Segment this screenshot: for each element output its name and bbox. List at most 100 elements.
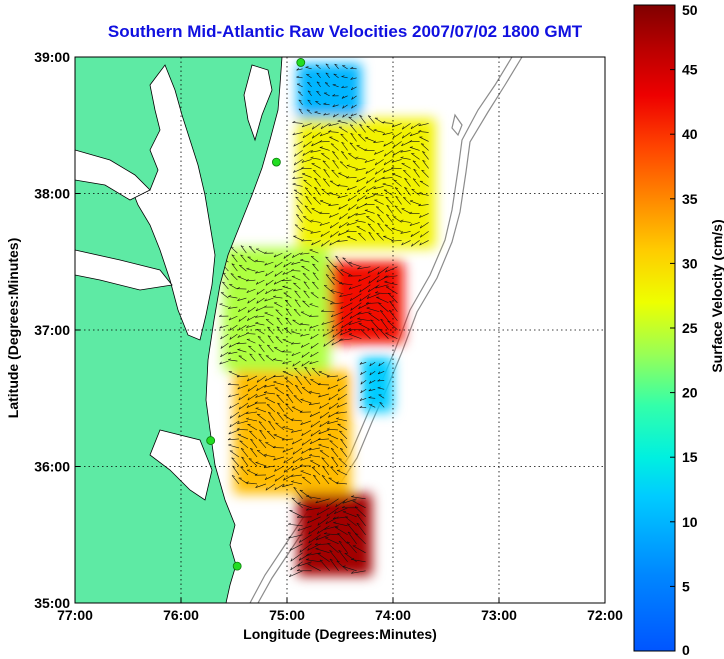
velocity-arrow-head <box>367 270 370 274</box>
velocity-arrow <box>266 430 276 440</box>
velocity-arrow <box>328 204 339 206</box>
velocity-arrow <box>411 153 420 160</box>
velocity-arrow-head <box>348 116 352 118</box>
velocity-arrow <box>392 173 402 178</box>
velocity-arrow-head <box>282 426 286 428</box>
velocity-arrow <box>267 326 274 335</box>
velocity-arrow <box>240 448 249 458</box>
velocity-arrow-head <box>315 537 319 541</box>
velocity-arrow <box>368 232 375 241</box>
velocity-arrow-head <box>325 82 329 84</box>
velocity-arrow <box>355 168 366 171</box>
velocity-arrow <box>302 300 310 308</box>
velocity-arrow <box>274 474 285 482</box>
velocity-arrow <box>335 526 348 536</box>
velocity-arrow <box>360 389 367 394</box>
velocity-arrow-head <box>332 104 335 108</box>
velocity-arrow <box>323 169 330 178</box>
velocity-arrow-head <box>228 431 231 435</box>
velocity-arrow <box>313 197 321 205</box>
velocity-arrow-head <box>391 166 395 169</box>
velocity-arrow-head <box>350 87 354 91</box>
velocity-arrow-head <box>306 109 310 111</box>
velocity-arrow-head <box>312 272 316 275</box>
velocity-arrow <box>312 281 319 290</box>
velocity-arrow-head <box>391 239 395 242</box>
velocity-arrow <box>367 115 375 124</box>
velocity-arrow <box>325 537 339 545</box>
velocity-arrow-head <box>274 468 277 472</box>
velocity-arrow <box>292 177 303 179</box>
velocity-arrow-head <box>329 225 332 229</box>
velocity-arrow-head <box>276 394 280 397</box>
velocity-arrow <box>302 476 312 485</box>
velocity-arrow-head <box>380 310 384 312</box>
velocity-arrow-head <box>306 558 310 560</box>
y-tick-label: 35:00 <box>34 595 70 611</box>
velocity-arrow-head <box>292 132 296 136</box>
velocity-arrow <box>283 292 292 299</box>
velocity-arrow-head <box>258 344 262 347</box>
velocity-arrow <box>335 255 344 267</box>
velocity-arrow-head <box>341 141 345 144</box>
velocity-arrow <box>366 307 380 313</box>
velocity-arrow <box>237 333 247 338</box>
velocity-arrow <box>357 266 371 270</box>
velocity-arrow-head <box>373 186 377 190</box>
velocity-arrow <box>409 132 420 137</box>
velocity-arrow-head <box>339 216 341 220</box>
velocity-arrow-head <box>293 143 296 147</box>
velocity-arrow-head <box>365 170 368 174</box>
velocity-arrow <box>300 252 310 255</box>
velocity-arrow-head <box>264 262 267 266</box>
velocity-arrow <box>347 213 357 219</box>
velocity-arrow <box>384 150 393 157</box>
velocity-arrow <box>315 64 321 70</box>
velocity-arrow <box>369 404 376 408</box>
velocity-arrow <box>314 178 321 187</box>
velocity-arrow-head <box>323 178 327 180</box>
velocity-arrow-head <box>293 487 297 489</box>
velocity-arrow <box>231 254 238 263</box>
velocity-arrow-head <box>316 512 319 516</box>
velocity-arrow <box>400 220 411 223</box>
velocity-arrow-head <box>254 473 258 476</box>
velocity-arrow-head <box>312 135 314 139</box>
velocity-arrow <box>238 324 247 331</box>
velocity-arrow-head <box>330 314 334 318</box>
velocity-arrow-head <box>310 150 314 153</box>
velocity-arrow-head <box>383 143 386 147</box>
velocity-arrow <box>366 177 375 184</box>
velocity-arrow-head <box>328 192 332 194</box>
velocity-arrow <box>274 270 283 277</box>
velocity-arrow <box>273 279 283 285</box>
velocity-arrow-head <box>305 66 309 68</box>
velocity-arrow <box>311 240 321 246</box>
velocity-arrow <box>264 312 274 317</box>
velocity-arrow-head <box>330 466 334 469</box>
velocity-arrow-head <box>322 160 326 163</box>
velocity-arrow <box>359 398 367 401</box>
velocity-arrow-head <box>273 288 276 292</box>
velocity-arrow <box>364 195 375 200</box>
velocity-arrow <box>247 393 258 401</box>
velocity-arrow <box>356 522 366 535</box>
velocity-arrow-head <box>347 198 350 202</box>
velocity-arrow <box>282 270 292 275</box>
velocity-arrow <box>275 422 285 431</box>
velocity-arrow <box>341 76 348 79</box>
velocity-arrow-head <box>360 371 363 375</box>
velocity-arrow <box>394 205 402 214</box>
velocity-arrow-head <box>291 330 295 333</box>
velocity-arrow <box>374 117 384 124</box>
velocity-arrow-head <box>300 398 304 400</box>
velocity-arrow-head <box>341 75 345 77</box>
velocity-arrow-head <box>291 497 295 499</box>
velocity-arrow-head <box>342 565 346 567</box>
velocity-arrow-head <box>231 263 235 266</box>
velocity-arrow <box>241 456 249 467</box>
velocity-arrow-head <box>291 342 294 345</box>
velocity-arrow <box>401 163 411 169</box>
velocity-arrow-head <box>332 151 336 153</box>
velocity-arrow-head <box>258 421 262 423</box>
